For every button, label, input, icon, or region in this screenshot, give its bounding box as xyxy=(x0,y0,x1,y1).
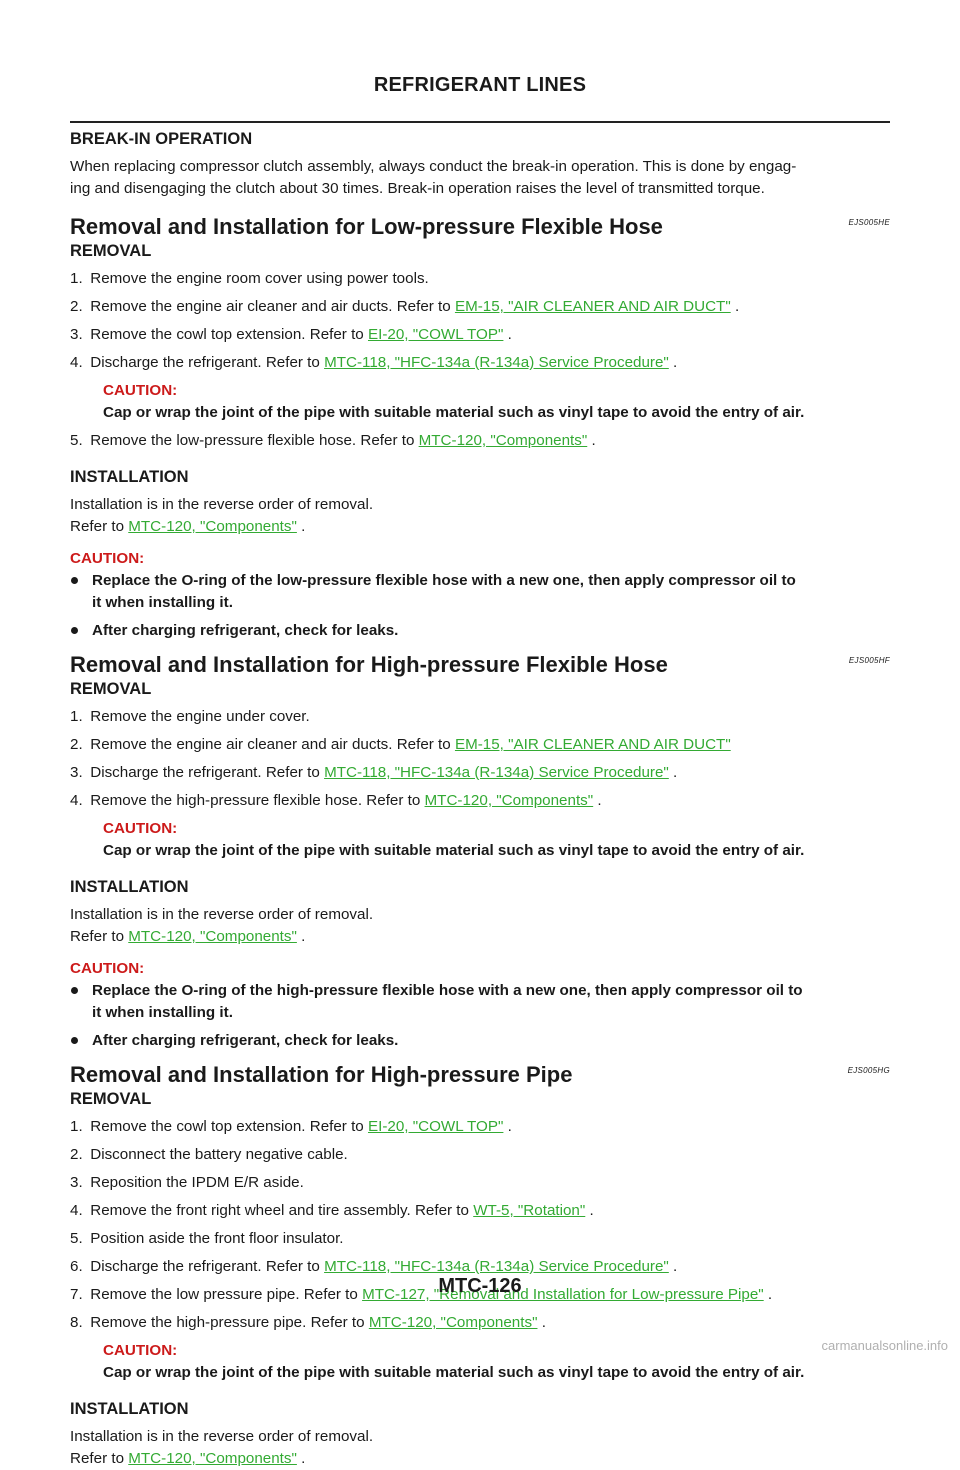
reference-link[interactable]: MTC-127, "Removal and Installation for L… xyxy=(362,1286,764,1303)
section-code: EJS005HE xyxy=(848,218,890,227)
installation-refer: Refer to MTC-120, "Components" . xyxy=(70,928,306,945)
caution-bullet: Replace the O-ring of the high-pressure … xyxy=(70,980,890,1024)
caution-label: CAUTION: xyxy=(70,960,145,977)
removal-step: 2. Disconnect the battery negative cable… xyxy=(70,1146,348,1163)
caution-bullet: After charging refrigerant, check for le… xyxy=(70,1030,890,1052)
removal-step: 2. Remove the engine air cleaner and air… xyxy=(70,298,740,315)
removal-step: 1. Remove the engine under cover. xyxy=(70,708,310,725)
installation-text: Installation is in the reverse order of … xyxy=(70,496,374,513)
removal-step: 1. Remove the engine room cover using po… xyxy=(70,270,429,287)
caution-label: CAUTION: xyxy=(103,1342,178,1359)
removal-step: 4. Remove the front right wheel and tire… xyxy=(70,1202,594,1219)
breakin-text-line2: ing and disengaging the clutch about 30 … xyxy=(70,180,765,197)
breakin-heading: BREAK-IN OPERATION xyxy=(70,130,253,148)
caution-label: CAUTION: xyxy=(70,550,145,567)
reference-link[interactable]: MTC-120, "Components" xyxy=(418,432,588,449)
manual-page: REFRIGERANT LINES BREAK-IN OPERATION Whe… xyxy=(70,74,948,1467)
page-number: MTC-126 xyxy=(438,1275,522,1297)
removal-step: 6. Discharge the refrigerant. Refer to M… xyxy=(70,1258,678,1275)
reference-link[interactable]: EI-20, "COWL TOP" xyxy=(367,326,504,343)
installation-heading: INSTALLATION xyxy=(70,468,189,486)
installation-heading: INSTALLATION xyxy=(70,878,189,896)
section-title-text: Removal and Installation for Low-pressur… xyxy=(70,214,663,239)
caution-text: Cap or wrap the joint of the pipe with s… xyxy=(103,404,805,421)
reference-link[interactable]: MTC-118, "HFC-134a (R-134a) Service Proc… xyxy=(324,764,669,781)
reference-link[interactable]: MTC-120, "Components" xyxy=(424,792,594,809)
removal-step: 4. Remove the high-pressure flexible hos… xyxy=(70,792,602,809)
removal-step: 3. Reposition the IPDM E/R aside. xyxy=(70,1174,304,1191)
bullet-icon xyxy=(71,627,78,634)
bullet-icon xyxy=(71,1037,78,1044)
section-code: EJS005HF xyxy=(848,656,890,665)
removal-step: 8. Remove the high-pressure pipe. Refer … xyxy=(70,1314,546,1331)
section-title-high-pressure-pipe: Removal and Installation for High-pressu… xyxy=(70,1062,890,1088)
bullet-icon xyxy=(71,577,78,584)
removal-step: 7. Remove the low pressure pipe. Refer t… xyxy=(70,1286,773,1303)
section-title-text: Removal and Installation for High-pressu… xyxy=(70,652,668,677)
section-title-low-pressure-hose: Removal and Installation for Low-pressur… xyxy=(70,214,890,240)
section-code: EJS005HG xyxy=(847,1066,890,1075)
page-content: BREAK-IN OPERATION When replacing compre… xyxy=(70,128,890,1470)
removal-step: 2. Remove the engine air cleaner and air… xyxy=(70,736,731,753)
installation-heading: INSTALLATION xyxy=(70,1400,189,1418)
reference-link[interactable]: MTC-118, "HFC-134a (R-134a) Service Proc… xyxy=(324,354,669,371)
removal-step: 3. Discharge the refrigerant. Refer to M… xyxy=(70,764,678,781)
caution-text: Cap or wrap the joint of the pipe with s… xyxy=(103,842,805,859)
watermark: carmanualsonline.info xyxy=(821,1338,948,1353)
installation-refer: Refer to MTC-120, "Components" . xyxy=(70,1450,306,1467)
reference-link[interactable]: EI-20, "COWL TOP" xyxy=(367,1118,504,1135)
removal-step: 4. Discharge the refrigerant. Refer to M… xyxy=(70,354,678,371)
reference-link[interactable]: EM-15, "AIR CLEANER AND AIR DUCT" xyxy=(454,736,731,753)
caution-bullet: Replace the O-ring of the low-pressure f… xyxy=(70,570,890,614)
removal-step: 3. Remove the cowl top extension. Refer … xyxy=(70,326,512,343)
caution-label: CAUTION: xyxy=(103,382,178,399)
removal-heading: REMOVAL xyxy=(70,242,152,260)
installation-refer: Refer to MTC-120, "Components" . xyxy=(70,518,306,535)
removal-heading: REMOVAL xyxy=(70,1090,152,1108)
reference-link[interactable]: MTC-120, "Components" xyxy=(128,518,297,535)
header-rule xyxy=(70,121,890,123)
reference-link[interactable]: MTC-120, "Components" xyxy=(128,928,297,945)
reference-link[interactable]: WT-5, "Rotation" xyxy=(473,1202,586,1219)
page-header-title: REFRIGERANT LINES xyxy=(373,74,587,96)
removal-heading: REMOVAL xyxy=(70,680,152,698)
section-title-high-pressure-hose: Removal and Installation for High-pressu… xyxy=(70,652,890,678)
reference-link[interactable]: MTC-120, "Components" xyxy=(368,1314,538,1331)
section-title-text: Removal and Installation for High-pressu… xyxy=(70,1062,573,1087)
reference-link[interactable]: MTC-118, "HFC-134a (R-134a) Service Proc… xyxy=(324,1258,669,1275)
reference-link[interactable]: MTC-120, "Components" xyxy=(128,1450,297,1467)
caution-text: Cap or wrap the joint of the pipe with s… xyxy=(103,1364,805,1381)
removal-step: 5. Remove the low-pressure flexible hose… xyxy=(70,432,596,449)
caution-bullet: After charging refrigerant, check for le… xyxy=(70,620,890,642)
reference-link[interactable]: EM-15, "AIR CLEANER AND AIR DUCT" xyxy=(454,298,731,315)
caution-label: CAUTION: xyxy=(103,820,178,837)
removal-step: 1. Remove the cowl top extension. Refer … xyxy=(70,1118,512,1135)
bullet-icon xyxy=(71,987,78,994)
installation-text: Installation is in the reverse order of … xyxy=(70,906,374,923)
installation-text: Installation is in the reverse order of … xyxy=(70,1428,374,1445)
breakin-text-line1: When replacing compressor clutch assembl… xyxy=(70,158,797,175)
removal-step: 5. Position aside the front floor insula… xyxy=(70,1230,344,1247)
